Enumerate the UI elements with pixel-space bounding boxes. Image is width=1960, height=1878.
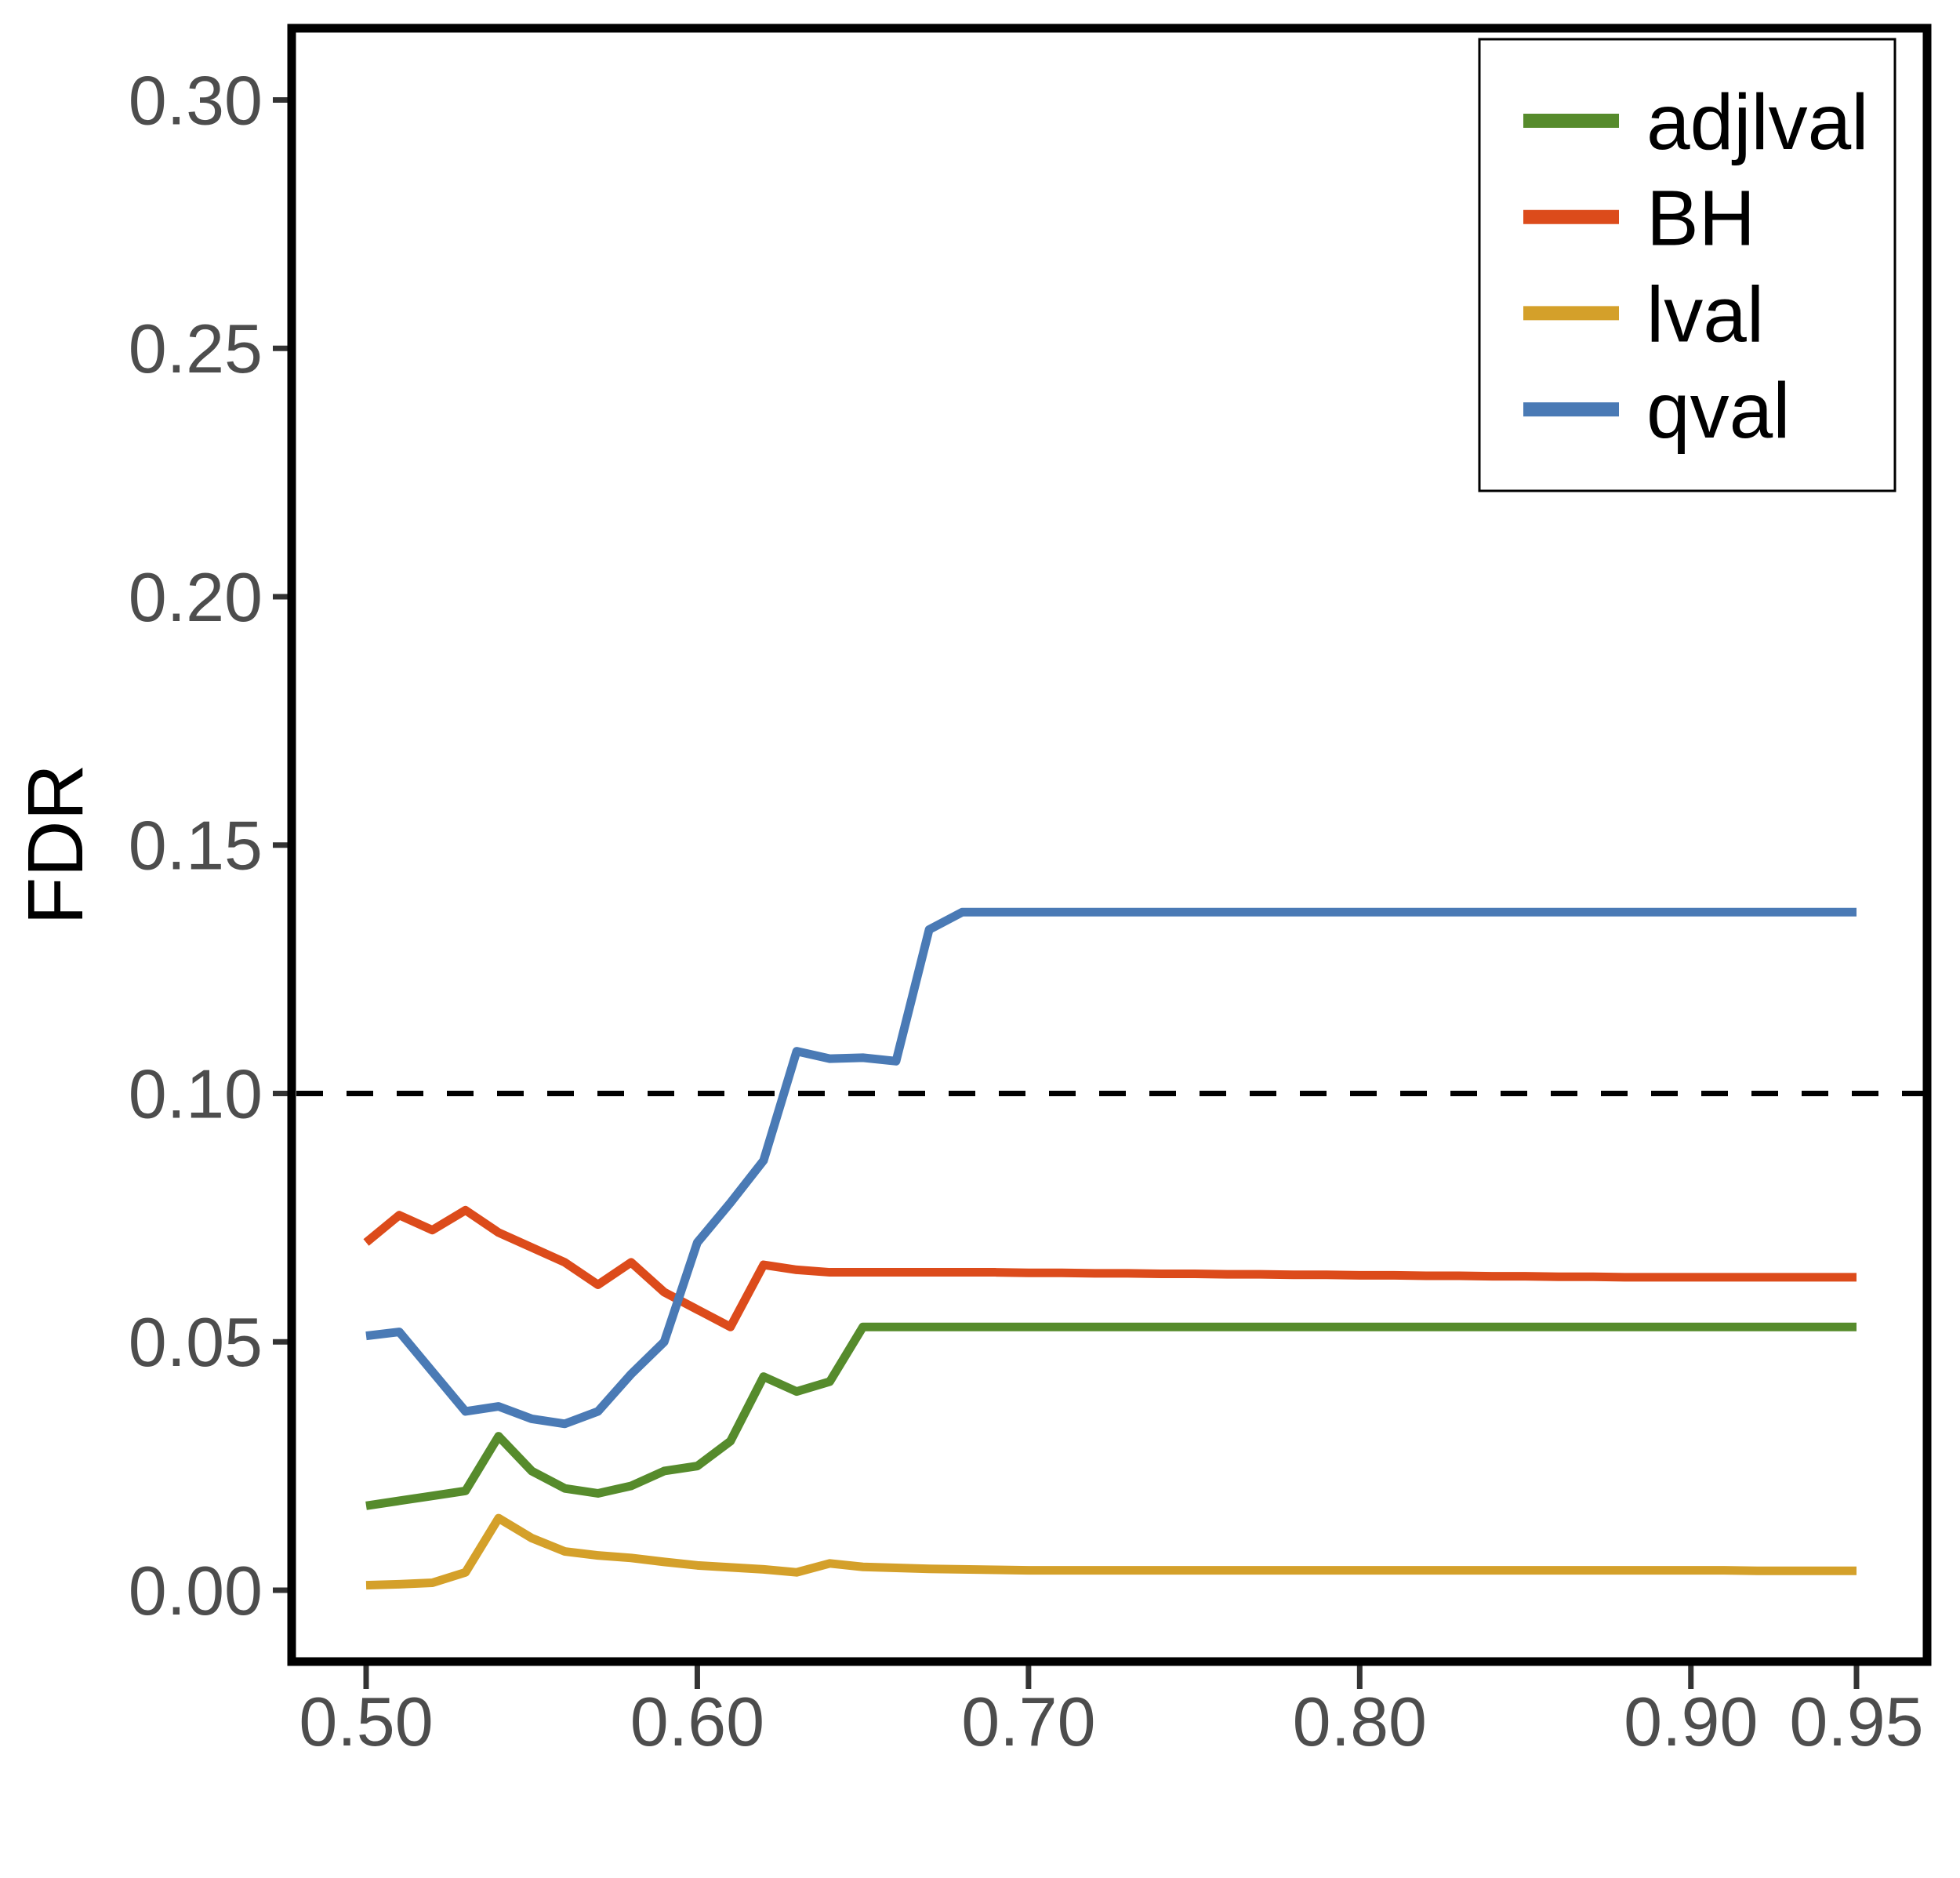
y-tick-label: 0.05 xyxy=(129,1303,263,1381)
legend-entry-lval: lval xyxy=(1523,271,1764,358)
y-tick-label: 0.30 xyxy=(129,61,263,139)
y-tick-label: 0.25 xyxy=(129,310,263,387)
x-tick-label: 0.60 xyxy=(630,1683,764,1760)
y-axis-ticks: 0.00 0.05 0.10 0.15 0.20 0.25 0.30 xyxy=(129,61,289,1629)
legend-label-lval: lval xyxy=(1646,271,1764,358)
x-tick-label: 0.50 xyxy=(299,1683,433,1760)
series-line-lval xyxy=(365,1513,1857,1590)
legend-label-qval: qval xyxy=(1646,367,1790,455)
legend-entry-adjlval: adjlval xyxy=(1523,78,1869,166)
series-line-BH xyxy=(363,1205,1857,1331)
series-line-adjlval xyxy=(365,1322,1857,1510)
legend-entry-BH: BH xyxy=(1523,175,1755,263)
x-tick-label: 0.80 xyxy=(1293,1683,1427,1760)
y-axis-label: FDR xyxy=(12,764,100,925)
legend-entry-qval: qval xyxy=(1523,367,1790,455)
y-tick-label: 0.10 xyxy=(129,1055,263,1132)
x-axis-ticks: 0.50 0.60 0.70 0.80 0.90 0.95 xyxy=(299,1665,1924,1760)
x-tick-label: 0.70 xyxy=(961,1683,1095,1760)
panel-border xyxy=(287,24,1932,1666)
x-tick-label: 0.95 xyxy=(1789,1683,1923,1760)
y-tick-label: 0.20 xyxy=(129,558,263,636)
series-line-qval xyxy=(365,907,1857,1429)
y-tick-label: 0.00 xyxy=(129,1552,263,1629)
series-lines xyxy=(363,907,1857,1590)
y-tick-label: 0.15 xyxy=(129,807,263,885)
legend-label-BH: BH xyxy=(1646,175,1755,263)
x-tick-label: 0.90 xyxy=(1624,1683,1758,1760)
legend-label-adjlval: adjlval xyxy=(1646,78,1869,166)
